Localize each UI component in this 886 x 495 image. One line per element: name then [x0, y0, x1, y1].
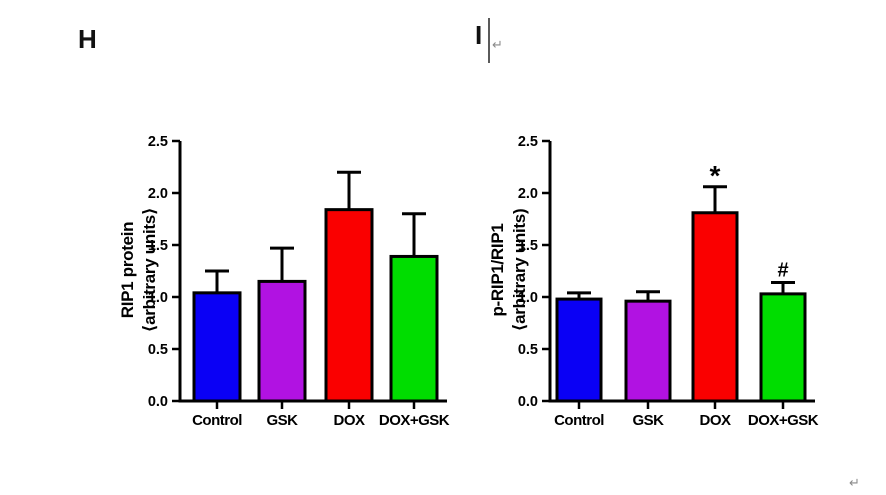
bar-gsk [624, 299, 672, 403]
y-axis-label-line: p-RIP1/RIP1 [488, 223, 507, 316]
text-cursor[interactable] [488, 18, 490, 63]
significance-mark: # [777, 259, 788, 281]
bar-control [192, 291, 242, 403]
y-tick-label: 0.5 [518, 342, 538, 358]
y-tick-label: 0.0 [148, 394, 168, 410]
bar-dox [691, 211, 739, 403]
bar-control [555, 297, 603, 403]
bar-gsk [257, 279, 307, 403]
y-tick-label: 2.5 [148, 134, 168, 150]
y-tick-label: 1.5 [518, 238, 538, 254]
bar-chart-rip1-protein: 0.0 0.5 1.0 1.5 2.0 2.5 Control GSK DOX DOX+GSK RI… [118, 134, 450, 429]
x-category-label: GSK [266, 412, 298, 429]
y-tick-label: 0.5 [148, 342, 168, 358]
x-category-label: DOX [333, 412, 365, 429]
bar-dox+gsk [389, 254, 439, 403]
y-tick-label: 0.0 [518, 394, 538, 410]
x-category-label: DOX+GSK [379, 412, 450, 429]
x-category-label: GSK [632, 412, 664, 429]
x-category-label: DOX+GSK [748, 412, 819, 429]
y-tick-label: 2.5 [518, 134, 538, 150]
y-axis-label-line: RIP1 protein [118, 222, 137, 319]
panel-label-i: I [475, 20, 483, 50]
x-category-label: Control [192, 412, 242, 429]
y-tick-label: 2.0 [518, 186, 538, 202]
paragraph-return-icon: ↵ [492, 37, 503, 52]
y-tick-label: 1.5 [148, 238, 168, 254]
y-axis-label-line: ⟨arbitrary units) [510, 209, 529, 332]
y-tick-label: 1.0 [518, 290, 538, 306]
significance-mark: * [710, 160, 721, 191]
bar-chart-p-rip1-ratio: 0.0 0.5 1.0 1.5 2.0 2.5 Control GSK DOX * DOX+GSK #… [488, 134, 819, 429]
y-axis-label-line: ⟨arbitrary units⟩ [140, 208, 159, 333]
bar-dox+gsk [759, 292, 807, 403]
x-category-label: DOX [699, 412, 731, 429]
x-category-label: Control [554, 412, 604, 429]
y-tick-label: 2.0 [148, 186, 168, 202]
panel-label-h: H [78, 24, 97, 54]
y-tick-label: 1.0 [148, 290, 168, 306]
paragraph-return-icon: ↵ [849, 475, 860, 490]
bar-dox [324, 208, 374, 403]
